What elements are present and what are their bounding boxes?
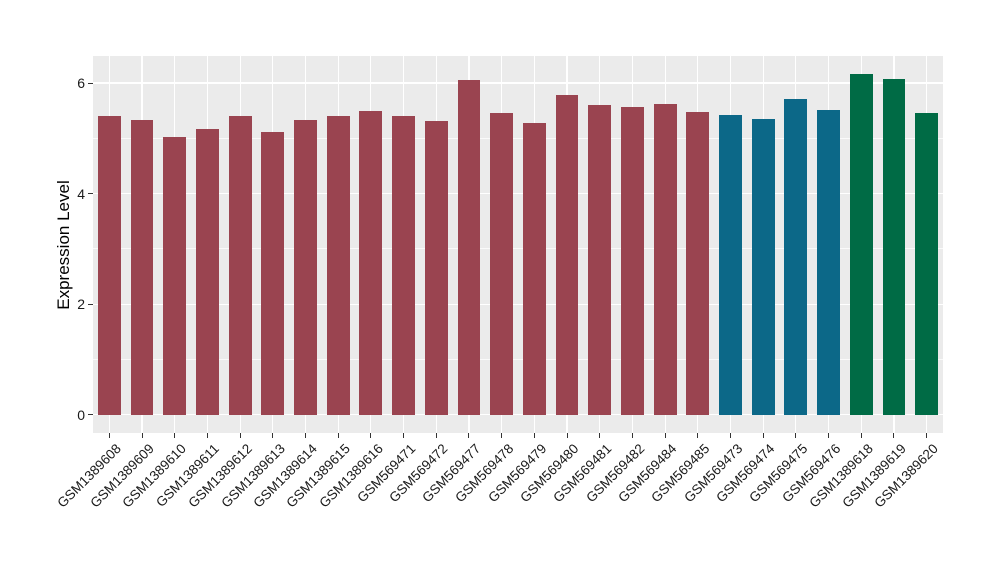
bar xyxy=(261,131,285,415)
bar xyxy=(817,109,840,415)
bar xyxy=(424,121,448,415)
x-tick-mark xyxy=(403,433,405,438)
bar xyxy=(588,105,612,415)
y-tick-mark xyxy=(88,82,93,84)
bar xyxy=(195,128,219,415)
bar xyxy=(294,120,317,415)
bar xyxy=(97,115,121,415)
bar xyxy=(653,104,677,415)
major-gridline xyxy=(93,192,943,195)
major-gridline xyxy=(93,414,943,416)
bar xyxy=(457,80,481,415)
x-tick-mark xyxy=(305,433,306,438)
y-tick-label: 6 xyxy=(77,75,85,92)
bar xyxy=(882,79,906,415)
y-tick-mark xyxy=(88,303,93,305)
bar xyxy=(620,106,644,415)
x-tick-mark xyxy=(501,433,503,438)
x-tick-mark xyxy=(730,433,731,438)
x-tick-mark xyxy=(631,433,633,438)
bar xyxy=(751,119,775,415)
minor-gridline xyxy=(93,248,943,250)
x-tick-mark xyxy=(860,433,862,438)
x-tick-mark xyxy=(762,433,764,438)
bar xyxy=(163,136,187,415)
bar xyxy=(784,99,808,415)
x-tick-mark xyxy=(795,433,797,438)
x-tick-mark xyxy=(239,433,241,438)
bar xyxy=(490,113,514,415)
y-tick-label: 4 xyxy=(77,185,85,202)
bar xyxy=(849,74,873,415)
x-tick-mark xyxy=(206,433,208,438)
x-tick-mark xyxy=(697,433,699,438)
y-tick-mark xyxy=(88,414,93,416)
bar xyxy=(522,122,546,415)
x-tick-mark xyxy=(599,433,601,438)
bar xyxy=(130,120,154,415)
x-tick-mark xyxy=(533,433,535,438)
minor-gridline xyxy=(93,137,943,139)
bar xyxy=(326,116,350,415)
bar xyxy=(555,94,579,415)
bar xyxy=(915,112,939,415)
x-tick-mark xyxy=(893,433,895,438)
x-tick-mark xyxy=(566,433,568,438)
bar xyxy=(392,116,415,415)
x-tick-mark xyxy=(108,433,110,438)
x-tick-mark xyxy=(370,433,372,438)
x-tick-mark xyxy=(435,433,437,438)
x-tick-mark xyxy=(174,433,176,438)
bar xyxy=(686,112,710,415)
bar xyxy=(228,115,252,415)
x-tick-mark xyxy=(664,433,666,438)
bar xyxy=(719,114,742,415)
x-tick-mark xyxy=(468,433,470,438)
x-tick-mark xyxy=(141,433,143,438)
major-gridline xyxy=(93,303,943,305)
x-tick-mark xyxy=(272,433,274,438)
plot-panel xyxy=(93,56,943,433)
y-tick-mark xyxy=(88,193,93,195)
y-tick-label: 2 xyxy=(77,296,85,313)
x-tick-mark xyxy=(337,433,339,438)
bar xyxy=(359,110,383,415)
minor-gridline xyxy=(93,359,943,360)
y-tick-label: 0 xyxy=(77,406,85,423)
x-tick-mark xyxy=(926,433,928,438)
major-gridline xyxy=(93,82,943,84)
x-tick-mark xyxy=(828,433,830,438)
